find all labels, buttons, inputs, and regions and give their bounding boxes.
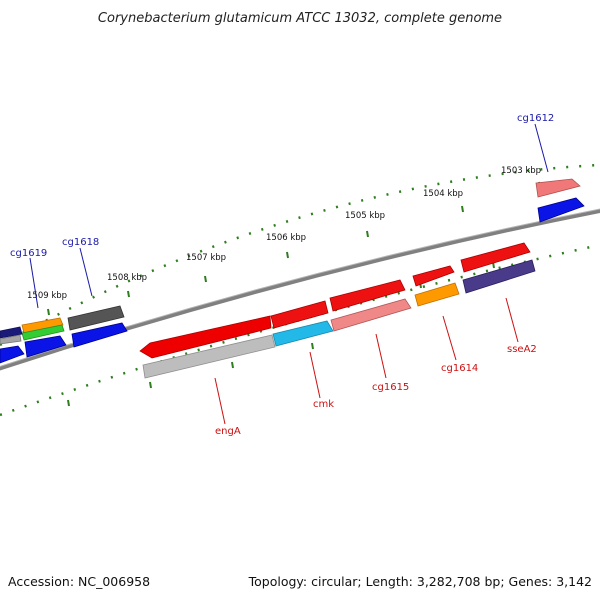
gene-cg1618-reverse[interactable] <box>71 322 128 348</box>
gene-cg1619-green[interactable] <box>21 324 65 341</box>
connector-engA <box>214 377 226 425</box>
gene-label-cg1615[interactable]: cg1615 <box>372 382 409 393</box>
gene-label-sseA2[interactable]: sseA2 <box>507 344 537 355</box>
gene-labels: cg1612 cg1618 cg1619 engA cmk cg1615 cg1… <box>10 113 554 437</box>
gene-sseA2-reverse[interactable] <box>462 259 536 294</box>
gene-engA-reverse[interactable] <box>142 334 276 379</box>
gene-engA-forward[interactable] <box>139 315 272 359</box>
major-tick <box>149 381 152 389</box>
gene-cg1612-forward[interactable] <box>535 178 581 198</box>
major-tick <box>461 205 464 213</box>
gene-cg1612-reverse[interactable] <box>537 197 585 223</box>
major-tick <box>47 308 50 316</box>
tick-label-1507: 1507 kbp <box>186 253 226 263</box>
connector-cmk <box>309 351 321 399</box>
map-title: Corynebacterium glutamicum ATCC 13032, c… <box>98 11 502 26</box>
gene-cg1618-forward[interactable] <box>67 305 125 331</box>
connector-cg1614 <box>442 315 457 361</box>
tick-labels: 1503 kbp 1504 kbp 1505 kbp 1506 kbp 1507… <box>27 166 541 301</box>
major-tick <box>366 230 369 238</box>
gene-edge-blue[interactable] <box>0 345 25 364</box>
genes-reverse <box>142 197 585 379</box>
gene-label-cg1612[interactable]: cg1612 <box>517 113 554 124</box>
gene-edge-navy[interactable] <box>0 326 23 339</box>
connector-sseA2 <box>505 297 519 343</box>
upper-tick-track <box>0 163 600 347</box>
gene-cg1614-reverse[interactable] <box>414 282 460 307</box>
label-connectors <box>29 123 549 425</box>
tick-label-1505: 1505 kbp <box>345 211 385 221</box>
tick-label-1509: 1509 kbp <box>27 291 67 301</box>
tick-label-1503: 1503 kbp <box>501 166 541 176</box>
major-tick <box>311 342 314 350</box>
gene-cg1615-reverse[interactable] <box>330 298 412 332</box>
tick-label-1504: 1504 kbp <box>423 189 463 199</box>
gene-edge-grey[interactable] <box>0 334 22 345</box>
tick-label-1506: 1506 kbp <box>266 233 306 243</box>
major-tick <box>67 399 70 407</box>
major-tick <box>286 251 289 259</box>
major-tick <box>204 275 207 283</box>
connector-cg1612 <box>534 123 549 173</box>
gene-cg1615-forward[interactable] <box>329 279 406 312</box>
left-gene-cluster <box>0 305 128 364</box>
accession-label: Accession: NC_006958 <box>8 574 150 589</box>
connector-cg1615 <box>375 333 387 379</box>
tick-label-1508: 1508 kbp <box>107 273 147 283</box>
gene-label-cg1618[interactable]: cg1618 <box>62 237 99 248</box>
gene-cg1619-blue[interactable] <box>24 335 67 358</box>
gene-cmk-reverse[interactable] <box>272 320 334 347</box>
gene-sseA2-forward[interactable] <box>460 242 531 273</box>
gene-cmk-forward[interactable] <box>270 300 329 329</box>
genes-forward <box>139 178 581 359</box>
gene-cg1614-forward[interactable] <box>412 265 455 287</box>
gene-label-cg1614[interactable]: cg1614 <box>441 363 478 374</box>
gene-label-cmk[interactable]: cmk <box>313 399 334 410</box>
genome-summary-label: Topology: circular; Length: 3,282,708 bp… <box>248 574 592 589</box>
major-tick <box>231 361 234 369</box>
connector-cg1618 <box>79 247 93 297</box>
major-tick <box>127 290 130 298</box>
gene-cg1619-orange[interactable] <box>21 317 64 334</box>
connector-cg1619 <box>29 257 39 309</box>
gene-label-cg1619[interactable]: cg1619 <box>10 248 47 259</box>
gene-label-engA[interactable]: engA <box>215 426 241 437</box>
